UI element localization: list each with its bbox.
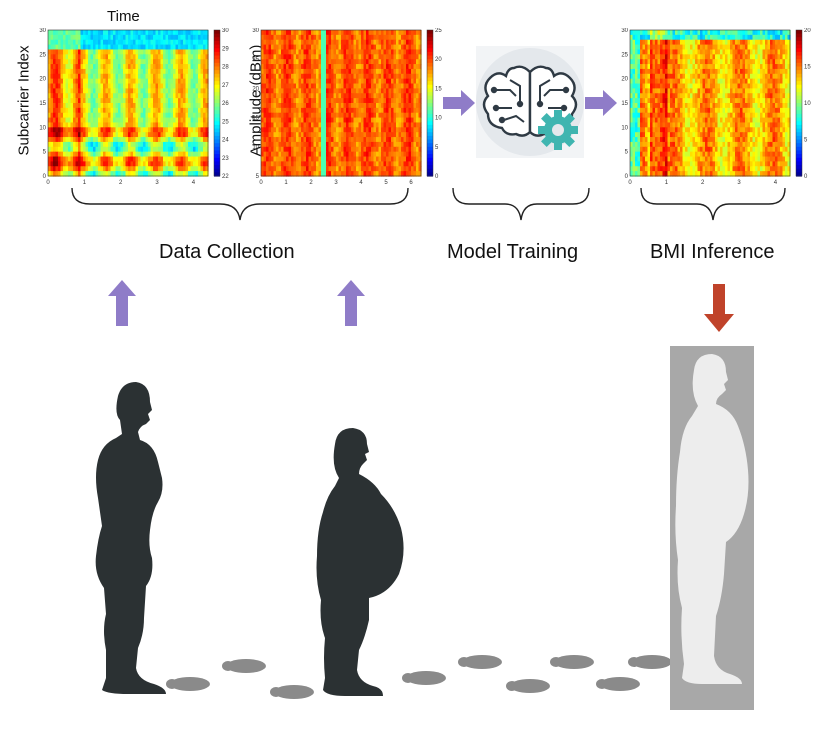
footprint-icon: [506, 679, 550, 693]
footprints: [166, 655, 672, 699]
y-tick-label: 30: [252, 28, 259, 34]
model-training-label: Model Training: [447, 241, 579, 263]
colorbar-tick-label: 27: [222, 83, 229, 89]
colorbar-tick-label: 22: [222, 174, 229, 180]
x-tick-label: 3: [737, 180, 741, 186]
up-arrow-icon: [108, 280, 136, 326]
footprint-icon: [222, 659, 266, 673]
x-tick-label: 4: [192, 180, 196, 186]
footprint-icon: [402, 671, 446, 685]
x-tick-label: 1: [83, 180, 87, 186]
heatmap-panel-3: 0 1 2 3 4 0 5 10 15 20 25 30 0 5 10 15 20: [618, 28, 818, 188]
colorbar-tick-label: 0: [435, 174, 439, 180]
colorbar-tick-label: 20: [804, 28, 811, 34]
inference-figure-panel: [670, 346, 754, 710]
colorbar-tick-label: 24: [222, 138, 229, 144]
colorbar-tick-label: 20: [435, 57, 442, 63]
y-tick-label: 25: [39, 52, 46, 58]
y-tick-label: 30: [39, 28, 46, 34]
colorbar-tick-label: 15: [435, 86, 442, 92]
colorbar-tick-label: 0: [804, 174, 808, 180]
panel1-ylabel: Subcarrier Index: [15, 45, 33, 156]
colorbar-tick-label: 23: [222, 156, 229, 162]
y-tick-label: 25: [252, 57, 259, 63]
down-arrow-icon: [704, 284, 734, 332]
heatmap-panel-1: 0 1 2 3 4 0 5 10 15 20 25 30 22 23 24 25 26 27 28 29 30: [36, 28, 236, 188]
y-tick-label: 5: [43, 150, 47, 156]
y-tick-label: 5: [256, 174, 260, 180]
x-tick-label: 6: [409, 180, 413, 186]
x-tick-label: 4: [359, 180, 363, 186]
heavy-person-silhouette: [316, 428, 404, 696]
data-collection-brace: [71, 187, 409, 221]
colorbar-tick-label: 26: [222, 101, 229, 107]
y-tick-label: 20: [39, 77, 46, 83]
footprint-icon: [596, 677, 640, 691]
x-tick-label: 0: [628, 180, 632, 186]
x-tick-label: 2: [119, 180, 123, 186]
x-tick-label: 5: [384, 180, 388, 186]
y-tick-label: 0: [43, 174, 47, 180]
y-tick-label: 20: [252, 86, 259, 92]
x-tick-label: 3: [334, 180, 338, 186]
colorbar-tick-label: 30: [222, 28, 229, 34]
y-tick-label: 20: [621, 77, 628, 83]
model-training-brace: [452, 187, 590, 221]
x-tick-label: 0: [259, 180, 263, 186]
y-tick-label: 15: [39, 101, 46, 107]
y-tick-label: 10: [39, 125, 46, 131]
y-tick-label: 25: [621, 52, 628, 58]
colorbar-tick-label: 25: [222, 119, 229, 125]
footprint-icon: [270, 685, 314, 699]
colorbar-tick-label: 15: [804, 65, 811, 71]
inferred-person-silhouette: [675, 354, 749, 684]
footprint-icon: [628, 655, 672, 669]
colorbar-tick-label: 29: [222, 46, 229, 52]
brain-gear-icon: [476, 46, 584, 158]
bmi-inference-label: BMI Inference: [650, 241, 775, 263]
y-tick-label: 10: [252, 145, 259, 151]
colorbar-tick-label: 5: [435, 145, 439, 151]
slim-person-silhouette: [95, 382, 166, 694]
colorbar-tick-label: 10: [804, 101, 811, 107]
bmi-inference-brace: [640, 187, 786, 221]
y-tick-label: 30: [621, 28, 628, 34]
colorbar-tick-label: 28: [222, 65, 229, 71]
footprint-icon: [166, 677, 210, 691]
y-tick-label: 5: [625, 150, 629, 156]
x-tick-label: 4: [774, 180, 778, 186]
x-tick-label: 2: [701, 180, 705, 186]
heatmap-panel-2: 0 1 2 3 4 5 6 5 10 15 20 25 30 0 5 10 15 20 25: [249, 28, 449, 188]
x-tick-label: 3: [155, 180, 159, 186]
y-tick-label: 15: [252, 116, 259, 122]
y-tick-label: 10: [621, 125, 628, 131]
footprint-icon: [550, 655, 594, 669]
up-arrow-icon: [337, 280, 365, 326]
y-tick-label: 15: [621, 101, 628, 107]
x-tick-label: 2: [309, 180, 313, 186]
colorbar-tick-label: 5: [804, 138, 808, 144]
colorbar-tick-label: 25: [435, 28, 442, 34]
x-tick-label: 1: [284, 180, 288, 186]
x-tick-label: 0: [46, 180, 50, 186]
footprint-icon: [458, 655, 502, 669]
right-arrow-icon: [585, 90, 617, 116]
colorbar-tick-label: 10: [435, 116, 442, 122]
x-tick-label: 1: [665, 180, 669, 186]
right-arrow-icon: [443, 90, 475, 116]
panel1-title: Time: [107, 8, 140, 25]
y-tick-label: 0: [625, 174, 629, 180]
data-collection-label: Data Collection: [159, 241, 295, 263]
